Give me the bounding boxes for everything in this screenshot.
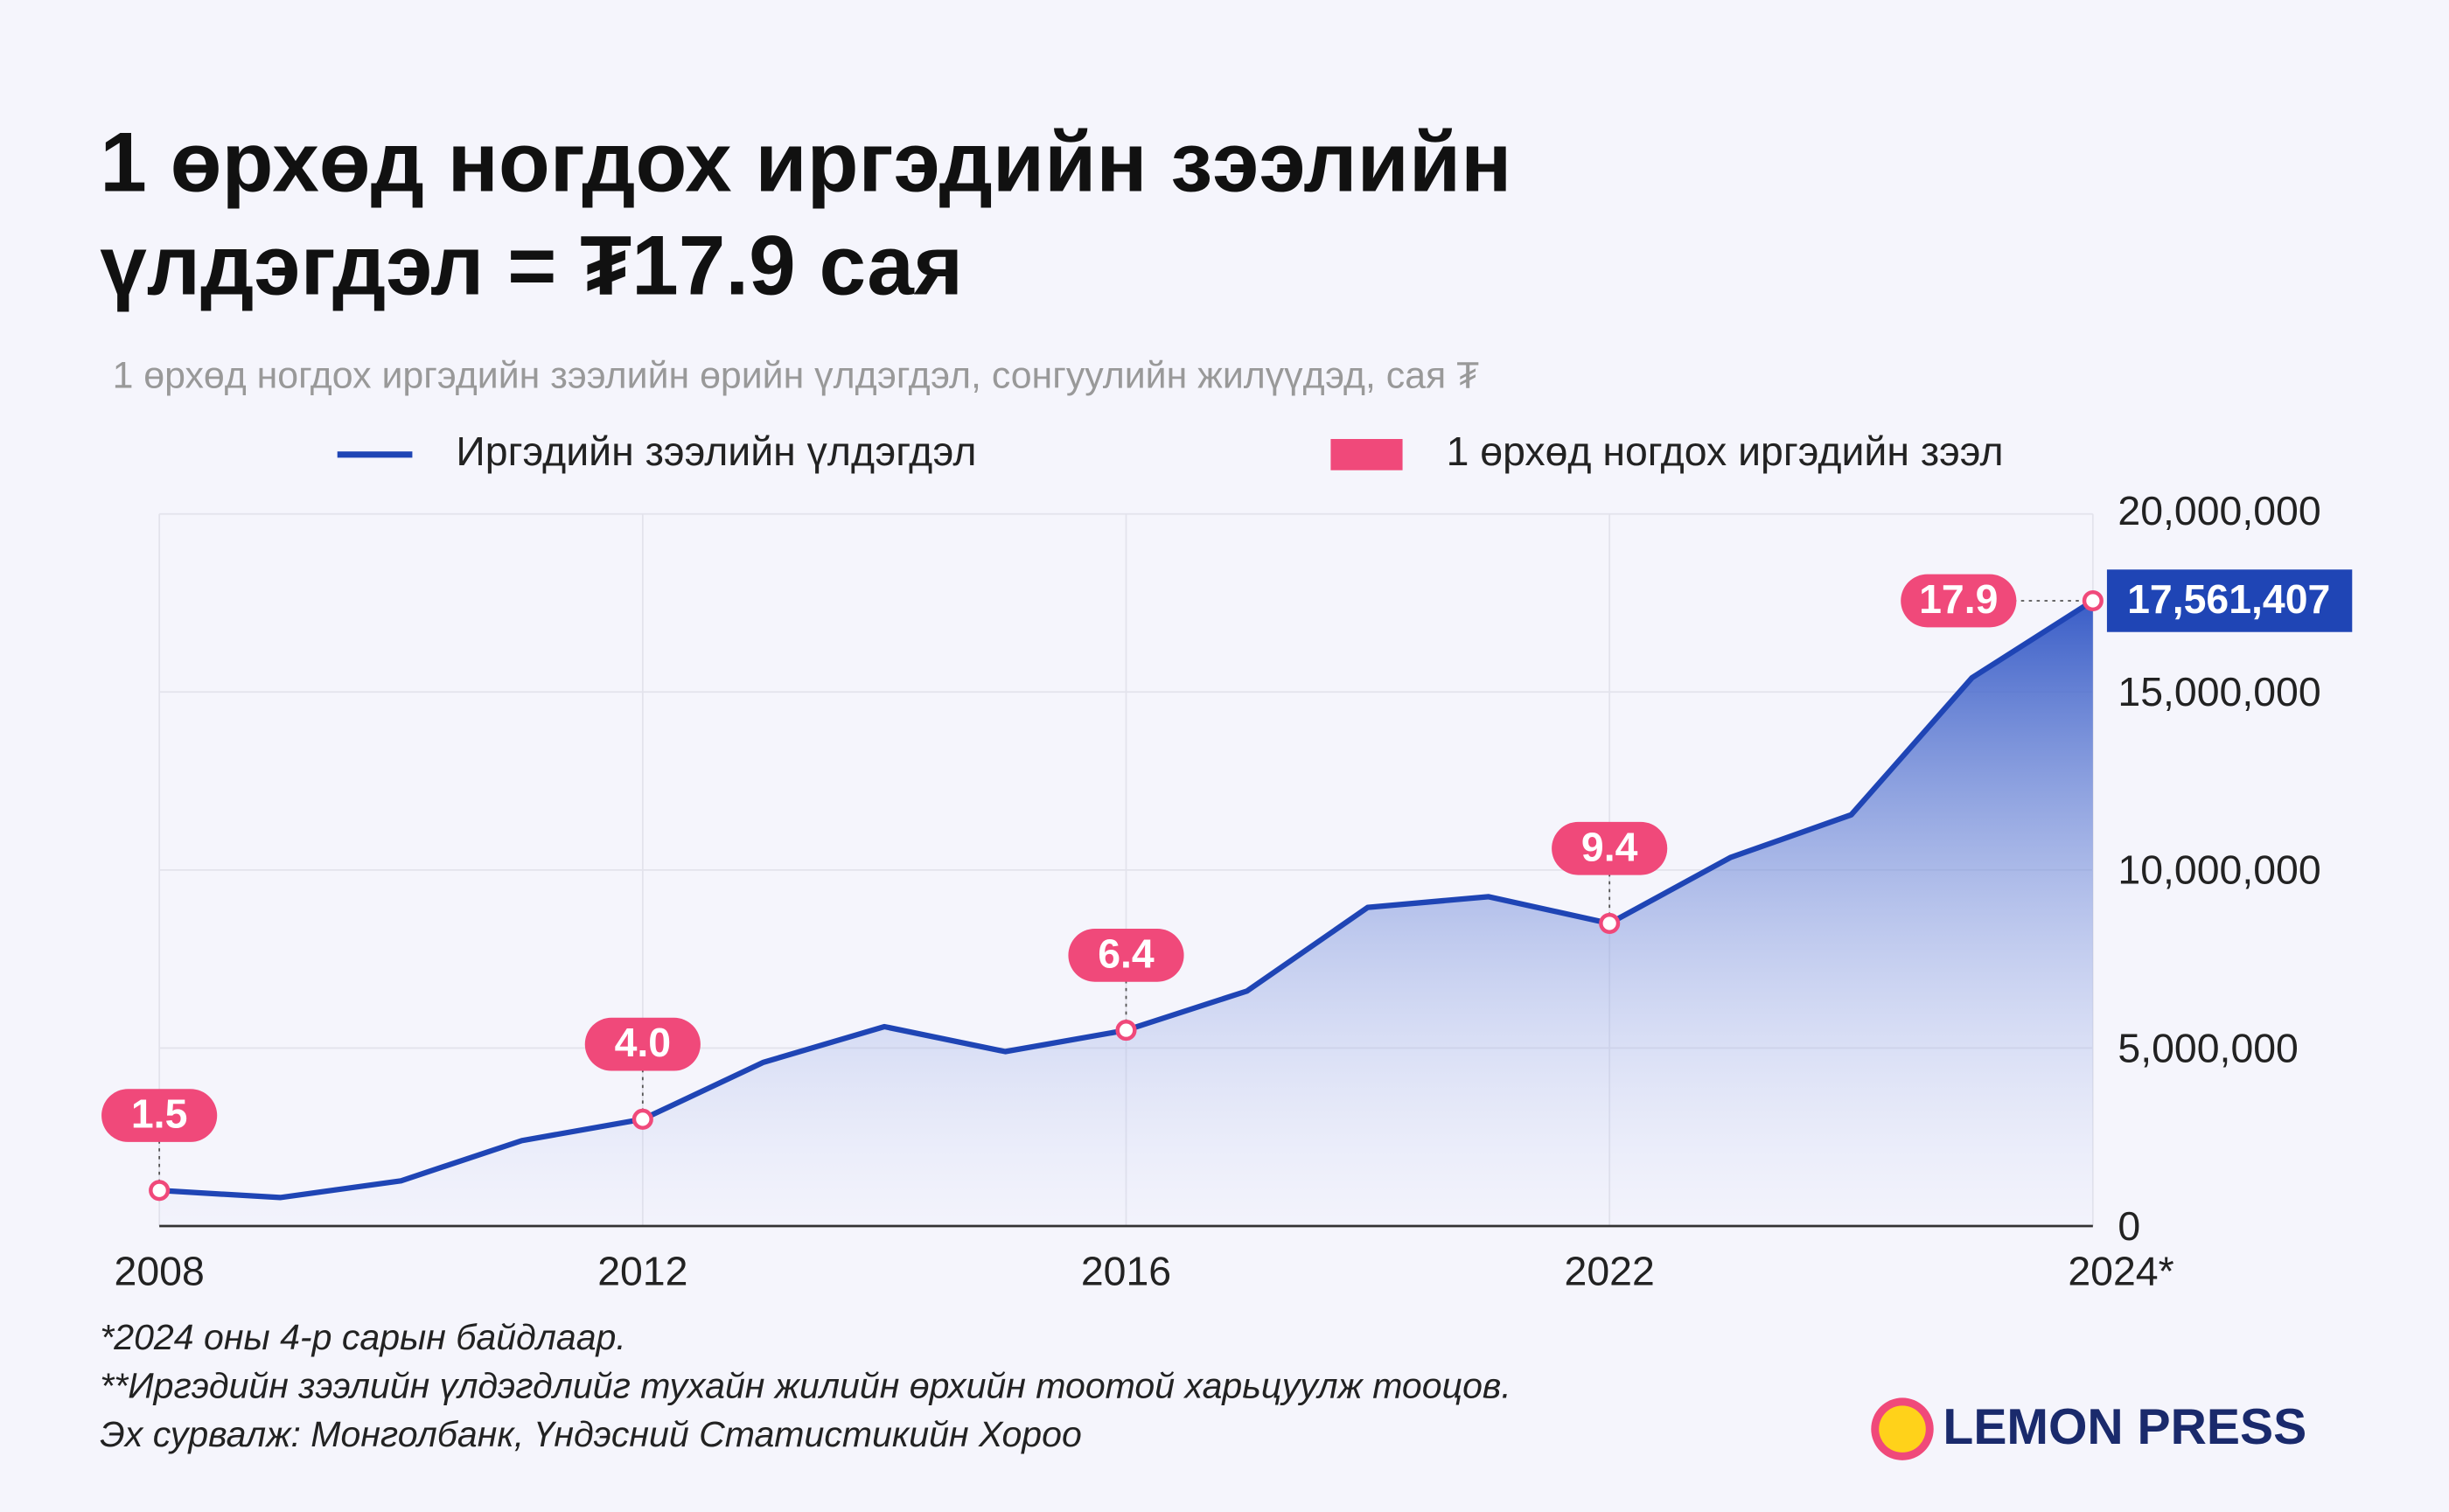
point [149, 1180, 171, 1202]
area [159, 600, 2093, 1226]
y-tick-label: 5,000,000 [2118, 1025, 2298, 1070]
x-tick-label: 2012 [597, 1249, 687, 1294]
value-label: 1.5 [131, 1091, 188, 1137]
value-label: 4.0 [615, 1020, 672, 1065]
x-tick-label: 2008 [115, 1249, 205, 1294]
end-label: 17,561,407 [2127, 576, 2330, 622]
value-badge [1068, 929, 1184, 982]
y-tick-label: 20,000,000 [2118, 488, 2320, 533]
legend-swatch [1330, 439, 1403, 470]
point [1115, 1020, 1137, 1042]
value-label: 17.9 [1919, 576, 1998, 622]
footnote: *2024 оны 4-р сарын байдлаар. [100, 1317, 626, 1357]
y-tick-label: 15,000,000 [2118, 669, 2320, 714]
value-label: 9.4 [1581, 824, 1638, 869]
logo-icon [1879, 1405, 1926, 1453]
y-tick-label: 0 [2118, 1203, 2140, 1249]
value-badge [584, 1017, 701, 1071]
chart-subtitle: 1 өрхөд ногдох иргэдийн зээлийн өрийн үл… [113, 355, 1480, 397]
logo-text: LEMON PRESS [1943, 1399, 2306, 1455]
end-badge [2106, 569, 2353, 632]
chart-title: 1 өрхөд ногдох иргэдийн зээлийн [100, 116, 1511, 210]
legend-label: 1 өрхөд ногдох иргэдийн зээл [1447, 429, 2004, 474]
x-tick-label: 2022 [1565, 1249, 1655, 1294]
value-badge [101, 1089, 218, 1142]
x-tick-label: 2024* [2068, 1249, 2173, 1294]
legend-label: Иргэдийн зээлийн үлдэгдэл [456, 429, 976, 474]
footnote: **Иргэдийн зээлийн үлдэгдлийг тухайн жил… [100, 1366, 1511, 1406]
point [1599, 912, 1621, 934]
value-label: 6.4 [1098, 930, 1155, 976]
point [2082, 589, 2104, 612]
x-tick-label: 2016 [1081, 1249, 1171, 1294]
value-badge [1552, 821, 1668, 875]
footnote: Эх сурвалж: Монголбанк, Үндэсний Статист… [100, 1414, 1082, 1454]
value-badge [1901, 574, 2017, 628]
y-tick-label: 10,000,000 [2118, 847, 2320, 893]
point [631, 1108, 653, 1130]
chart-title: үлдэгдэл = ₮17.9 сая [100, 219, 963, 312]
